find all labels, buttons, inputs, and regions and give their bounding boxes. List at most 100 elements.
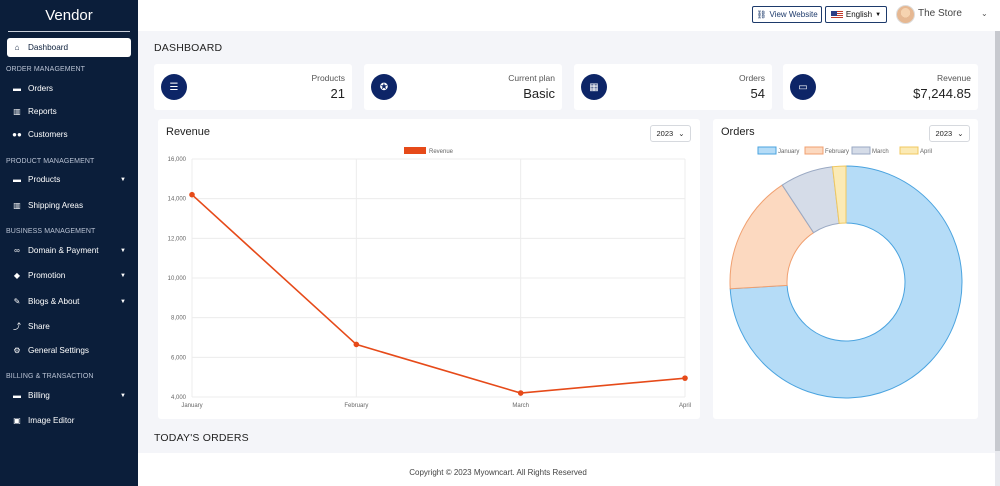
- caret-down-icon: ▼: [875, 11, 882, 18]
- bar-chart-icon: ▥: [13, 201, 21, 210]
- chevron-down-icon: ⌄: [957, 129, 964, 138]
- link-icon: ∞: [14, 246, 20, 255]
- stat-card-current-plan: ✪ Current plan Basic: [364, 64, 562, 110]
- chevron-down-icon[interactable]: ⌄: [981, 9, 988, 18]
- legend-label: Revenue: [429, 149, 454, 155]
- orders-chart-card: Orders 2023 ⌄ January February March April: [713, 119, 978, 419]
- avatar[interactable]: [896, 5, 915, 24]
- gear-icon: ⚙: [13, 346, 21, 355]
- cart-icon: ▬: [13, 84, 21, 93]
- revenue-line-chart: 4,000 6,000 8,000 10,000 12,000 14,000 16,000 J…: [168, 147, 691, 409]
- sidebar-item-image-editor[interactable]: ▣ Image Editor: [7, 411, 131, 430]
- sidebar: Vendor ⌂ Dashboard ORDER MANAGEMENT ▬ Or…: [0, 0, 138, 486]
- orders-chart-title: Orders: [721, 126, 755, 138]
- scrollbar-thumb[interactable]: [995, 31, 1000, 451]
- sidebar-item-promotion[interactable]: ◆ Promotion ▼: [7, 266, 131, 285]
- stat-value: 54: [750, 86, 765, 101]
- caret-down-icon: ▼: [120, 247, 126, 254]
- scrollbar[interactable]: [995, 31, 1000, 486]
- stat-value: Basic: [523, 86, 555, 101]
- language-label: English: [845, 10, 873, 19]
- sidebar-item-label: Orders: [28, 84, 54, 93]
- legend-swatch: [804, 146, 824, 155]
- cart-icon: ▬: [13, 391, 21, 400]
- caret-down-icon: ▼: [120, 392, 126, 399]
- todays-orders-heading: TODAY'S ORDERS: [154, 432, 249, 444]
- caret-down-icon: ▼: [120, 298, 126, 305]
- sidebar-item-billing[interactable]: ▬ Billing ▼: [7, 386, 131, 405]
- y-tick-label: 14,000: [168, 197, 187, 203]
- sidebar-item-share[interactable]: ⤴ Share: [7, 317, 131, 336]
- sidebar-item-label: Image Editor: [28, 416, 75, 425]
- pie-slice: [831, 165, 847, 224]
- sidebar-item-label: Promotion: [28, 271, 66, 280]
- revenue-year-select[interactable]: 2023 ⌄: [650, 125, 691, 142]
- money-icon: ▭: [790, 74, 816, 100]
- stat-card-orders: ▦ Orders 54: [574, 64, 772, 110]
- series-line: [191, 194, 686, 394]
- section-business-management: BUSINESS MANAGEMENT: [6, 228, 96, 235]
- cart-icon: ▬: [13, 175, 21, 184]
- stat-value: $7,244.85: [913, 86, 971, 101]
- stat-label: Revenue: [936, 73, 971, 83]
- chart-icon: ▥: [13, 107, 21, 116]
- y-tick-label: 12,000: [168, 236, 187, 242]
- sidebar-item-label: Share: [28, 322, 50, 331]
- view-website-button[interactable]: ⛓ View Website: [752, 6, 822, 23]
- topbar: ⛓ View Website English ▼ The Store ⌄: [138, 0, 1000, 31]
- y-tick-label: 16,000: [168, 157, 187, 163]
- chevron-down-icon: ⌄: [678, 129, 685, 138]
- sidebar-item-label: Products: [28, 175, 61, 184]
- legend-swatch: [404, 147, 426, 154]
- view-website-label: View Website: [769, 10, 818, 19]
- sidebar-item-domain-payment[interactable]: ∞ Domain & Payment ▼: [7, 241, 131, 260]
- share-icon: ⤴: [13, 322, 21, 331]
- sidebar-item-label: Blogs & About: [28, 297, 80, 306]
- sidebar-item-label: Shipping Areas: [28, 201, 84, 210]
- data-point: [682, 375, 688, 381]
- store-name[interactable]: The Store: [918, 8, 962, 19]
- sidebar-item-customers[interactable]: ●● Customers: [7, 125, 131, 144]
- list-icon: ☰: [161, 74, 187, 100]
- data-point: [189, 191, 195, 198]
- legend-label: March: [872, 149, 889, 155]
- table-icon: ▦: [581, 74, 607, 100]
- edit-icon: ✎: [13, 297, 21, 306]
- revenue-chart-title: Revenue: [166, 126, 211, 138]
- x-tick-label: March: [512, 403, 529, 409]
- y-tick-label: 4,000: [171, 395, 187, 401]
- y-tick-label: 10,000: [168, 276, 187, 282]
- legend-label: January: [778, 149, 799, 155]
- y-tick-label: 8,000: [171, 316, 187, 322]
- section-billing-transaction: BILLING & TRANSACTION: [6, 373, 94, 380]
- legend-label: February: [825, 149, 849, 155]
- sidebar-item-reports[interactable]: ▥ Reports: [7, 102, 131, 121]
- divider: [8, 31, 130, 32]
- section-product-management: PRODUCT MANAGEMENT: [6, 158, 95, 165]
- language-dropdown[interactable]: English ▼: [825, 6, 887, 23]
- medal-icon: ✪: [371, 74, 397, 100]
- stat-card-revenue: ▭ Revenue $7,244.85: [783, 64, 978, 110]
- stat-label: Products: [311, 73, 345, 83]
- orders-year-select[interactable]: 2023 ⌄: [929, 125, 970, 142]
- sidebar-item-blogs-about[interactable]: ✎ Blogs & About ▼: [7, 292, 131, 311]
- x-tick-label: April: [679, 403, 691, 409]
- caret-down-icon: ▼: [120, 272, 126, 279]
- sidebar-item-orders[interactable]: ▬ Orders: [7, 79, 131, 98]
- footer: Copyright © 2023 Myowncart. All Rights R…: [138, 453, 995, 486]
- sidebar-item-label: Customers: [28, 130, 68, 139]
- sidebar-item-label: General Settings: [28, 346, 89, 355]
- sidebar-item-label: Billing: [28, 391, 50, 400]
- sidebar-item-products[interactable]: ▬ Products ▼: [7, 170, 131, 189]
- us-flag-icon: [830, 10, 843, 19]
- sidebar-item-general-settings[interactable]: ⚙ General Settings: [7, 341, 131, 360]
- y-tick-label: 6,000: [171, 355, 187, 361]
- data-point: [353, 341, 360, 348]
- data-point: [517, 390, 524, 396]
- sidebar-item-dashboard[interactable]: ⌂ Dashboard: [7, 38, 131, 57]
- stat-card-products: ☰ Products 21: [154, 64, 352, 110]
- sidebar-item-shipping-areas[interactable]: ▥ Shipping Areas: [7, 196, 131, 215]
- stat-label: Orders: [739, 73, 765, 83]
- section-order-management: ORDER MANAGEMENT: [6, 66, 85, 73]
- link-icon: ⛓: [756, 10, 767, 19]
